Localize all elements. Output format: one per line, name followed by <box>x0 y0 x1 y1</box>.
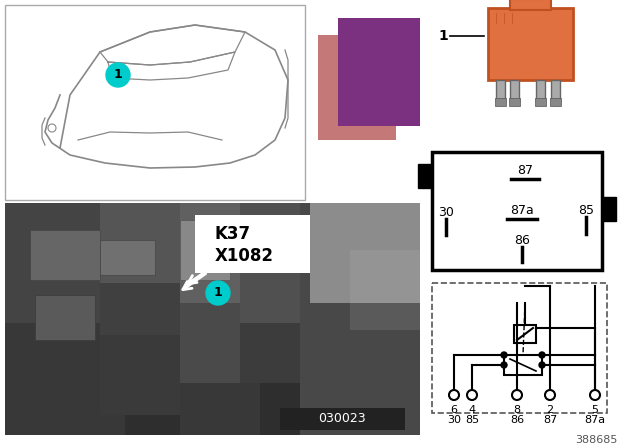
Circle shape <box>539 362 545 368</box>
Bar <box>318 35 396 140</box>
Text: 87a: 87a <box>584 415 605 425</box>
Text: 8: 8 <box>513 405 520 415</box>
Bar <box>510 0 551 10</box>
Bar <box>432 283 607 413</box>
Text: 87: 87 <box>517 164 533 177</box>
Bar <box>536 80 545 102</box>
Circle shape <box>545 390 555 400</box>
Text: 85: 85 <box>578 203 594 216</box>
Bar <box>418 164 432 188</box>
Bar <box>30 230 100 280</box>
Text: 388685: 388685 <box>575 435 618 445</box>
Circle shape <box>501 352 507 358</box>
Bar <box>180 220 230 280</box>
Circle shape <box>106 63 130 87</box>
Bar <box>510 80 519 102</box>
Circle shape <box>539 352 545 358</box>
Text: 85: 85 <box>465 415 479 425</box>
Bar <box>551 80 560 102</box>
Bar <box>495 98 506 106</box>
Bar <box>338 18 420 126</box>
Bar <box>180 383 260 435</box>
Text: X1082: X1082 <box>215 247 274 265</box>
Bar <box>432 152 602 270</box>
Bar <box>35 295 95 340</box>
Bar <box>350 250 420 330</box>
Bar <box>240 203 320 323</box>
Bar <box>100 240 155 275</box>
Bar <box>180 203 260 303</box>
Bar <box>5 203 125 323</box>
Text: 87a: 87a <box>510 203 534 216</box>
Bar <box>180 303 260 383</box>
Bar <box>300 203 420 435</box>
Text: 1: 1 <box>214 287 222 300</box>
Text: 86: 86 <box>510 415 524 425</box>
Bar <box>240 323 320 383</box>
Bar <box>496 80 505 102</box>
Text: 030023: 030023 <box>318 413 366 426</box>
Bar <box>5 5 305 200</box>
Bar <box>504 355 542 375</box>
Bar <box>509 98 520 106</box>
Bar <box>280 408 405 430</box>
Text: 86: 86 <box>514 233 530 246</box>
Circle shape <box>206 281 230 305</box>
Text: 1: 1 <box>438 29 448 43</box>
Text: 4: 4 <box>468 405 476 415</box>
Text: 30: 30 <box>447 415 461 425</box>
Text: 5: 5 <box>591 405 598 415</box>
Bar <box>550 98 561 106</box>
Circle shape <box>501 362 507 368</box>
Bar <box>535 98 546 106</box>
Circle shape <box>590 390 600 400</box>
Bar <box>310 203 420 303</box>
Text: 2: 2 <box>547 405 554 415</box>
Bar <box>195 215 310 273</box>
Text: 6: 6 <box>451 405 458 415</box>
Bar <box>100 335 200 415</box>
Bar <box>5 203 420 435</box>
Circle shape <box>449 390 459 400</box>
Bar <box>488 8 573 80</box>
Circle shape <box>512 390 522 400</box>
Bar <box>602 197 616 221</box>
Text: 30: 30 <box>438 206 454 219</box>
Bar <box>100 283 200 335</box>
Bar <box>514 325 536 343</box>
Bar <box>5 323 125 435</box>
Circle shape <box>467 390 477 400</box>
Bar <box>100 203 200 283</box>
Text: 1: 1 <box>114 69 122 82</box>
Text: 87: 87 <box>543 415 557 425</box>
Text: K37: K37 <box>215 225 251 243</box>
